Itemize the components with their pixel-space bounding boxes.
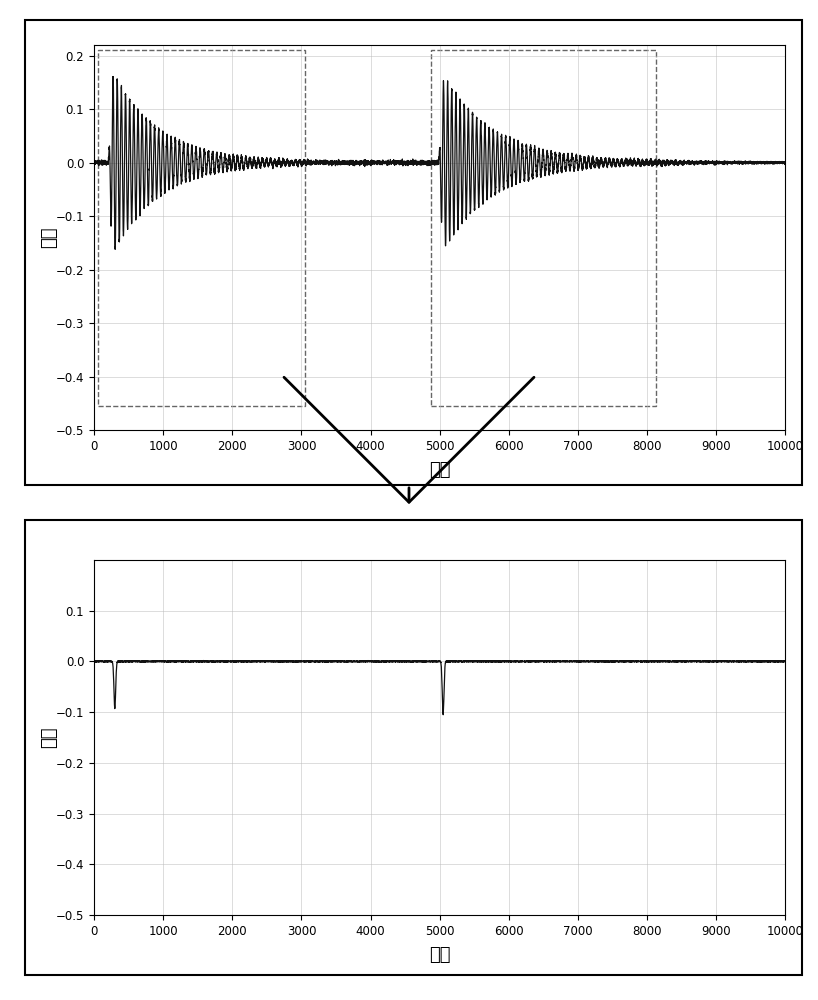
- Text: 振幅: 振幅: [40, 727, 58, 748]
- Text: 采样: 采样: [429, 946, 451, 964]
- Text: 振幅: 振幅: [40, 227, 58, 248]
- Bar: [431, 50, 656, 406]
- Text: 采样: 采样: [429, 461, 451, 479]
- Bar: [97, 50, 305, 406]
